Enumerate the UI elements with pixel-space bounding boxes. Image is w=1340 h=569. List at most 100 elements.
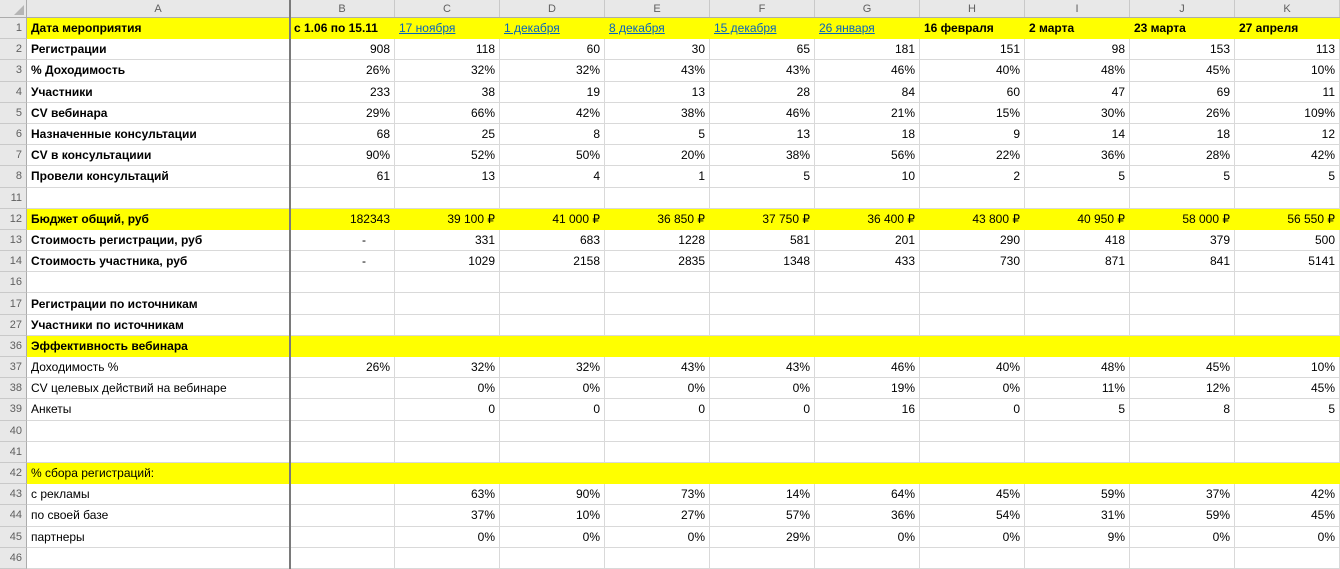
row-header-12[interactable]: 12 [0, 208, 27, 230]
cell-A44[interactable]: по своей базе [27, 505, 290, 527]
cell-J45[interactable]: 0% [1130, 526, 1235, 548]
cell-A6[interactable]: Назначенные консультации [27, 123, 290, 146]
cell-J8[interactable]: 5 [1130, 166, 1235, 188]
cell-H17[interactable] [920, 293, 1025, 315]
cell-B8[interactable]: 61 [290, 166, 395, 188]
cell-B14[interactable]: - [290, 251, 395, 273]
cell-I39[interactable]: 5 [1025, 399, 1130, 421]
cell-D42[interactable] [500, 462, 605, 485]
cell-E16[interactable] [605, 272, 710, 294]
freeze-pane-divider[interactable] [289, 0, 291, 569]
cell-I38[interactable]: 11% [1025, 378, 1130, 400]
cell-K44[interactable]: 45% [1235, 505, 1340, 527]
cell-C37[interactable]: 32% [395, 357, 500, 379]
cell-E6[interactable]: 5 [605, 123, 710, 146]
column-header-G[interactable]: G [815, 0, 920, 17]
row-header-14[interactable]: 14 [0, 251, 27, 273]
cell-D16[interactable] [500, 272, 605, 294]
cell-E11[interactable] [605, 187, 710, 209]
cell-G5[interactable]: 21% [815, 102, 920, 124]
cell-K5[interactable]: 109% [1235, 102, 1340, 124]
cell-K17[interactable] [1235, 293, 1340, 315]
row-header-41[interactable]: 41 [0, 441, 27, 463]
cell-G44[interactable]: 36% [815, 505, 920, 527]
cell-D7[interactable]: 50% [500, 145, 605, 167]
cell-H14[interactable]: 730 [920, 251, 1025, 273]
cell-F41[interactable] [710, 441, 815, 463]
cell-B6[interactable]: 68 [290, 123, 395, 146]
cell-K43[interactable]: 42% [1235, 484, 1340, 506]
cell-C11[interactable] [395, 187, 500, 209]
cell-E17[interactable] [605, 293, 710, 315]
cell-D40[interactable] [500, 420, 605, 442]
cell-I13[interactable]: 418 [1025, 229, 1130, 252]
column-header-B[interactable]: B [290, 0, 395, 17]
cell-C40[interactable] [395, 420, 500, 442]
cell-F40[interactable] [710, 420, 815, 442]
cell-A14[interactable]: Стоимость участника, руб [27, 251, 290, 273]
cell-D36[interactable] [500, 335, 605, 357]
cell-G40[interactable] [815, 420, 920, 442]
cell-C5[interactable]: 66% [395, 102, 500, 124]
cell-D37[interactable]: 32% [500, 357, 605, 379]
cell-A4[interactable]: Участники [27, 81, 290, 103]
cell-D2[interactable]: 60 [500, 39, 605, 61]
cell-G17[interactable] [815, 293, 920, 315]
cell-J17[interactable] [1130, 293, 1235, 315]
cell-A13[interactable]: Стоимость регистрации, руб [27, 229, 290, 252]
cell-D3[interactable]: 32% [500, 60, 605, 82]
cell-J43[interactable]: 37% [1130, 484, 1235, 506]
cell-K4[interactable]: 11 [1235, 81, 1340, 103]
cell-B45[interactable] [290, 526, 395, 548]
cell-F17[interactable] [710, 293, 815, 315]
cell-K11[interactable] [1235, 187, 1340, 209]
row-header-5[interactable]: 5 [0, 102, 27, 124]
cell-G39[interactable]: 16 [815, 399, 920, 421]
cell-I43[interactable]: 59% [1025, 484, 1130, 506]
cell-G45[interactable]: 0% [815, 526, 920, 548]
cell-D12[interactable]: 41 000 ₽ [500, 208, 605, 230]
cell-E5[interactable]: 38% [605, 102, 710, 124]
cell-A37[interactable]: Доходимость % [27, 357, 290, 379]
cell-B40[interactable] [290, 420, 395, 442]
cell-J36[interactable] [1130, 335, 1235, 357]
row-header-45[interactable]: 45 [0, 526, 27, 548]
cell-B1[interactable]: с 1.06 по 15.11 [290, 18, 395, 40]
column-header-C[interactable]: C [395, 0, 500, 17]
row-header-17[interactable]: 17 [0, 293, 27, 315]
cell-B41[interactable] [290, 441, 395, 463]
cell-C42[interactable] [395, 462, 500, 485]
cell-K7[interactable]: 42% [1235, 145, 1340, 167]
cell-H45[interactable]: 0% [920, 526, 1025, 548]
cell-I6[interactable]: 14 [1025, 123, 1130, 146]
cell-F11[interactable] [710, 187, 815, 209]
cell-F7[interactable]: 38% [710, 145, 815, 167]
cell-F4[interactable]: 28 [710, 81, 815, 103]
cell-J12[interactable]: 58 000 ₽ [1130, 208, 1235, 230]
cell-B4[interactable]: 233 [290, 81, 395, 103]
cell-E38[interactable]: 0% [605, 378, 710, 400]
cell-K27[interactable] [1235, 314, 1340, 336]
cell-I14[interactable]: 871 [1025, 251, 1130, 273]
cell-F12[interactable]: 37 750 ₽ [710, 208, 815, 230]
row-header-38[interactable]: 38 [0, 378, 27, 400]
cell-I4[interactable]: 47 [1025, 81, 1130, 103]
cell-A42[interactable]: % сбора регистраций: [27, 462, 290, 485]
cell-K12[interactable]: 56 550 ₽ [1235, 208, 1340, 230]
cell-A41[interactable] [27, 441, 290, 463]
row-header-27[interactable]: 27 [0, 314, 27, 336]
column-header-F[interactable]: F [710, 0, 815, 17]
cell-D11[interactable] [500, 187, 605, 209]
cell-F39[interactable]: 0 [710, 399, 815, 421]
cell-F3[interactable]: 43% [710, 60, 815, 82]
cell-I41[interactable] [1025, 441, 1130, 463]
row-header-13[interactable]: 13 [0, 229, 27, 252]
cell-B42[interactable] [290, 462, 395, 485]
cell-F6[interactable]: 13 [710, 123, 815, 146]
cell-G16[interactable] [815, 272, 920, 294]
cell-K13[interactable]: 500 [1235, 229, 1340, 252]
cell-F38[interactable]: 0% [710, 378, 815, 400]
cell-I45[interactable]: 9% [1025, 526, 1130, 548]
row-header-8[interactable]: 8 [0, 166, 27, 188]
cell-I1[interactable]: 2 марта [1025, 18, 1130, 40]
